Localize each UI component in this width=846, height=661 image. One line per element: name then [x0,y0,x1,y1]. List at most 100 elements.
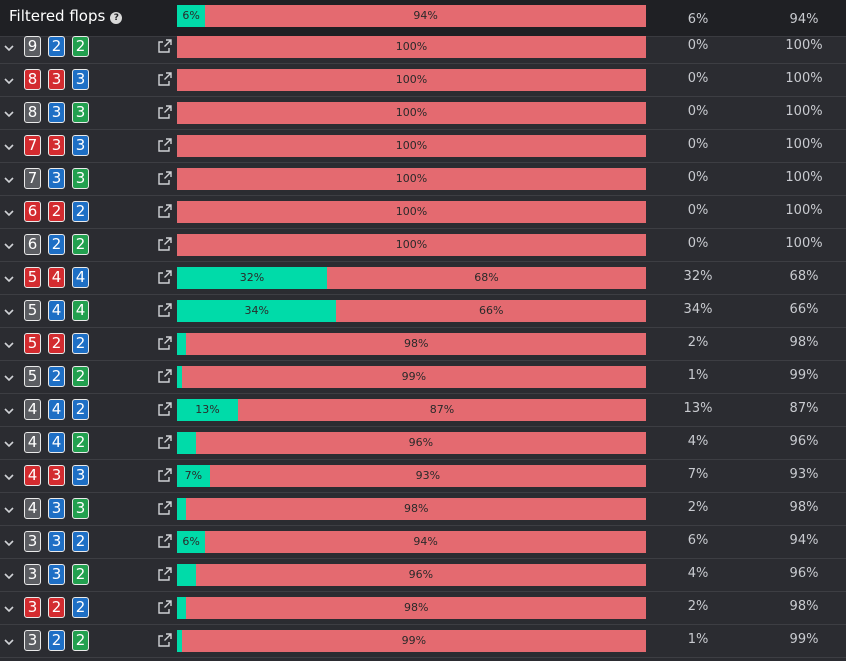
win-pct: 0% [687,236,709,251]
flop-row[interactable]: 5 4 4 32% 68% 32% 68% [0,261,846,295]
win-pct: 0% [687,71,709,86]
board-card: 3 [72,465,89,486]
flop-row[interactable]: 4 3 3 98% 2% 98% [0,492,846,526]
chevron-down-icon[interactable] [3,336,15,349]
board-card: 5 [24,267,41,288]
win-pct: 34% [683,302,713,317]
equity-bar: 100% [177,36,646,58]
equity-bar: 7% 93% [177,465,646,487]
flop-row[interactable]: 6 2 2 100% 0% 100% [0,228,846,262]
external-link-icon[interactable] [157,467,173,483]
equity-right-label: 94% [413,9,438,22]
equity-fill [177,432,196,454]
board-card: 4 [72,267,89,288]
win-pct: 0% [687,170,709,185]
chevron-down-icon[interactable] [3,204,15,217]
board-card: 3 [48,564,65,585]
chevron-down-icon[interactable] [3,171,15,184]
chevron-down-icon[interactable] [3,303,15,316]
board-card: 2 [72,399,89,420]
flop-row[interactable]: 6 2 2 100% 0% 100% [0,195,846,229]
external-link-icon[interactable] [157,335,173,351]
chevron-down-icon[interactable] [3,369,15,382]
external-link-icon[interactable] [157,269,173,285]
chevron-down-icon[interactable] [3,105,15,118]
flop-row[interactable]: 5 2 2 99% 1% 99% [0,360,846,394]
flop-row[interactable]: 3 3 2 6% 94% 6% 94% [0,525,846,559]
chevron-down-icon[interactable] [3,501,15,514]
flop-row[interactable]: 7 3 3 100% 0% 100% [0,129,846,163]
external-link-icon[interactable] [157,368,173,384]
lose-pct: 100% [785,104,823,119]
flop-row[interactable]: 4 3 3 7% 93% 7% 93% [0,459,846,493]
equity-right-label: 66% [478,304,504,317]
chevron-down-icon[interactable] [3,270,15,283]
external-link-icon[interactable] [157,38,173,54]
chevron-down-icon[interactable] [3,600,15,613]
external-link-icon[interactable] [157,302,173,318]
chevron-down-icon[interactable] [3,237,15,250]
equity-right-label: 99% [401,634,427,647]
flop-row[interactable]: 8 3 3 100% 0% 100% [0,63,846,97]
flop-row[interactable]: 5 2 2 98% 2% 98% [0,327,846,361]
chevron-down-icon[interactable] [3,468,15,481]
board-card: 4 [48,300,65,321]
chevron-down-icon[interactable] [3,435,15,448]
external-link-icon[interactable] [157,500,173,516]
equity-right-label: 99% [401,370,427,383]
chevron-down-icon[interactable] [3,567,15,580]
lose-pct: 100% [785,38,823,53]
flop-row[interactable]: 3 2 2 98% 2% 98% [0,591,846,625]
equity-bar: 96% [177,564,646,586]
board-card: 2 [48,630,65,651]
external-link-icon[interactable] [157,434,173,450]
external-link-icon[interactable] [157,170,173,186]
header-col-left: 6% [687,12,709,27]
lose-pct: 99% [789,368,819,383]
equity-right-label: 100% [395,73,428,86]
win-pct: 2% [687,500,709,515]
flop-row[interactable]: 4 4 2 96% 4% 96% [0,426,846,460]
flop-row[interactable]: 7 3 3 100% 0% 100% [0,162,846,196]
flop-row[interactable]: 9 2 2 100% 0% 100% [0,30,846,64]
flop-row[interactable]: 4 4 2 13% 87% 13% 87% [0,393,846,427]
external-link-icon[interactable] [157,533,173,549]
chevron-down-icon[interactable] [3,633,15,646]
chevron-down-icon[interactable] [3,72,15,85]
flop-row[interactable]: 8 3 3 100% 0% 100% [0,96,846,130]
equity-left-label: 34% [244,304,269,317]
flop-row[interactable]: 5 4 4 34% 66% 34% 66% [0,294,846,328]
external-link-icon[interactable] [157,104,173,120]
external-link-icon[interactable] [157,566,173,582]
external-link-icon[interactable] [157,599,173,615]
board-card: 4 [48,432,65,453]
equity-bar: 96% [177,432,646,454]
board-card: 2 [72,366,89,387]
flop-row[interactable]: 3 2 2 99% 1% 99% [0,624,846,658]
chevron-down-icon[interactable] [3,138,15,151]
equity-bar: 100% [177,168,646,190]
filtered-flops-header: Filtered flops? 6% 94% 6% 94% [0,0,846,37]
external-link-icon[interactable] [157,236,173,252]
win-pct: 13% [683,401,713,416]
equity-right-label: 93% [415,469,441,482]
board-card: 2 [48,597,65,618]
external-link-icon[interactable] [157,71,173,87]
equity-fill [177,5,206,27]
board-card: 5 [24,300,41,321]
external-link-icon[interactable] [157,203,173,219]
flop-row[interactable]: 3 3 2 96% 4% 96% [0,558,846,592]
external-link-icon[interactable] [157,401,173,417]
board-card: 6 [24,234,41,255]
help-icon[interactable]: ? [110,12,123,24]
equity-fill [177,630,182,652]
board-card: 2 [72,234,89,255]
board-card: 3 [24,597,41,618]
equity-left-label: 7% [184,469,203,482]
chevron-down-icon[interactable] [3,402,15,415]
external-link-icon[interactable] [157,137,173,153]
chevron-down-icon[interactable] [3,534,15,547]
chevron-down-icon[interactable] [3,39,15,52]
board-card: 3 [72,135,89,156]
external-link-icon[interactable] [157,632,173,648]
